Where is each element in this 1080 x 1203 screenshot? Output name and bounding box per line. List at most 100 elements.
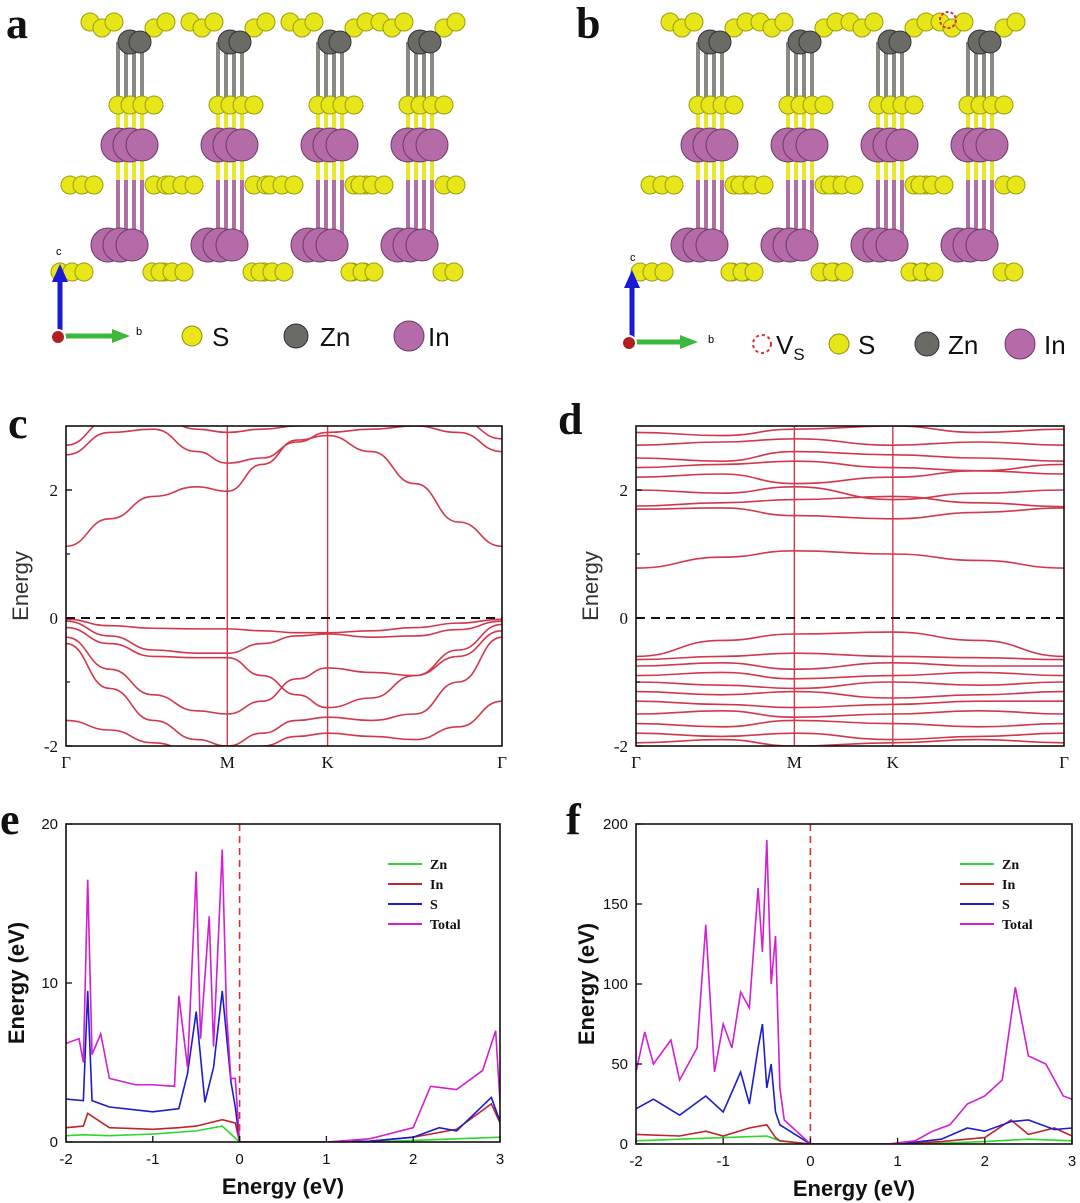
y-tick-label: 0 [620,1136,628,1153]
band-line-10 [636,652,1064,661]
legend-swatch-vs-b [752,334,772,354]
series-line-total [636,839,1072,1144]
kpoint-label: M [787,753,802,772]
series-line-zn [636,1135,1072,1144]
in-atom [225,128,259,162]
y-tick-label: 150 [603,896,628,913]
legend-label-vs-b: VS [776,330,805,365]
series-line-in [66,1102,500,1142]
legend-label-s-a: S [212,322,230,352]
y-tick-label: 10 [41,975,58,992]
s-atom [244,95,264,115]
zn-atom [978,30,1002,54]
x-tick-label: 3 [496,1151,504,1168]
band-line-0 [66,434,502,548]
kpoint-label: Γ [61,753,71,772]
series-line-total [66,849,500,1142]
dos-chart-e: -2 -1 0 1 2 3 0 10 20 Energy (eV) Energy (eV) Zn In S… [4,816,504,1199]
axes-gizmo-b [621,270,698,351]
crystal-structure-b [630,11,1026,282]
zn-atom [708,30,732,54]
panel-letter-d: d [558,395,583,444]
legend-label-in-b: In [1044,330,1066,360]
legend-swatch-zn-a [283,323,309,349]
band-line-14 [636,690,1064,699]
in-atom [975,128,1009,162]
legend-label-zn-b: Zn [948,330,979,360]
plot-area [66,849,500,1142]
y-tick-label: 2 [620,481,629,500]
legend-label-v-sub: S [793,345,805,365]
band-line-1 [636,507,1064,520]
axes-gizmo-a [50,264,130,345]
band-line-15 [636,700,1064,709]
y-tick-label: 100 [603,976,628,993]
s-atom [934,175,954,195]
x-tick-label: 2 [981,1153,989,1170]
kpoint-label: M [220,753,235,772]
s-atom [864,12,884,32]
legend-swatch-zn-b [914,331,940,357]
s-atom [184,175,204,195]
crystal-lattice [630,11,1026,282]
y-tick-label: -2 [614,737,628,756]
s-atom [814,95,834,115]
panel-letter-c: c [8,399,28,448]
panel-letter-b: b [576,0,601,48]
x-tick-label: 1 [322,1151,330,1168]
in-atom [415,128,449,162]
kpoint-label: Γ [631,753,641,772]
y-tick-label: 0 [50,609,59,628]
band-line-1 [66,426,502,464]
y-axis-title: Energy [8,551,33,621]
band-line-5 [66,623,502,709]
s-atom [744,262,764,282]
legend-label-in-a: In [428,322,450,352]
x-tick-label: -1 [146,1151,159,1168]
legend-label-total: Total [1002,918,1033,933]
s-atom [144,95,164,115]
s-atom [994,95,1014,115]
legend-label-zn: Zn [430,858,447,873]
s-atom [924,262,944,282]
s-atom [364,262,384,282]
zn-atom [418,30,442,54]
in-atom [695,228,729,262]
axis-label-b-b: b [708,334,715,346]
s-atom [684,12,704,32]
legend-label-s-b: S [858,330,876,360]
in-atom [875,228,909,262]
legend-label-in: In [1002,878,1015,893]
band-line-6 [66,630,502,715]
dos-chart-f: -2 -1 0 1 2 3 0 50 100 150 200 Energy (eV) Energy (e… [574,816,1076,1201]
s-atom [844,175,864,195]
kpoint-label: Γ [1059,753,1069,772]
legend-label-zn: Zn [1002,858,1019,873]
legend-label-v: V [776,330,794,360]
s-atom [284,175,304,195]
series-line-s [636,1023,1072,1144]
in-atom [125,128,159,162]
band-line-8 [66,700,502,746]
legend-swatch-s-a [181,325,203,347]
s-atom [444,262,464,282]
zn-atom [798,30,822,54]
in-atom [325,128,359,162]
s-atom [446,175,466,195]
s-atom [274,262,294,282]
s-atom [774,12,794,32]
s-atom [74,262,94,282]
y-axis-title: Energy (eV) [4,922,29,1044]
axis-label-c-b: c [630,252,636,264]
legend-swatch-s-b [828,333,850,355]
s-atom [954,12,974,32]
x-tick-label: 1 [893,1153,901,1170]
s-atom [724,95,744,115]
x-tick-label: -2 [59,1151,72,1168]
in-atom [215,228,249,262]
band-line-2 [66,426,502,446]
s-atom [664,175,684,195]
panel-letter-f: f [566,795,581,844]
s-atom [654,262,674,282]
